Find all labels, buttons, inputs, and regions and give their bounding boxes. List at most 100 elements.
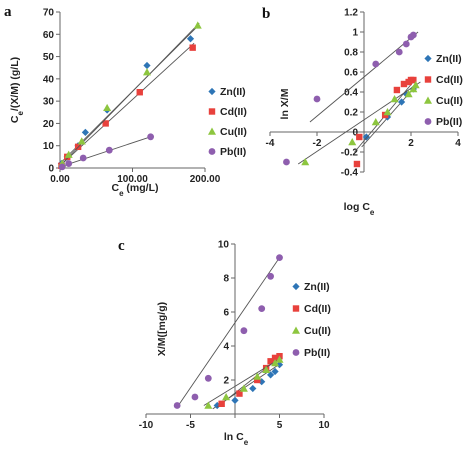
data-point-a-3 — [105, 146, 113, 154]
legend-item-b-0: Zn(II) — [424, 53, 462, 65]
data-point-b-1 — [356, 133, 363, 141]
x-axis-label-a: Ce (mg/L) — [111, 182, 158, 198]
panel-c: -10 -5 5 10 2 4 6 8 10 ln Ce X/M([mg/g) Zn(II) Cd(II… — [139, 240, 331, 447]
data-point-b-3 — [313, 95, 321, 103]
legend-marker-b-0 — [424, 54, 432, 63]
data-point-c-2 — [275, 355, 284, 363]
y-tick-label-b: -0.4 — [341, 168, 359, 179]
data-point-a-3 — [79, 154, 87, 162]
data-point-a-2 — [77, 137, 86, 145]
legend-label-a-1: Cd(II) — [220, 106, 247, 118]
data-point-c-0 — [271, 367, 279, 376]
legend-label-c-3: Pb(II) — [304, 347, 330, 359]
data-point-c-2 — [204, 401, 213, 409]
y-tick-label-c: 4 — [223, 342, 229, 353]
legend-item-c-2: Cu(II) — [292, 325, 331, 337]
data-point-c-0 — [258, 378, 266, 386]
trendline-a-3 — [59, 136, 151, 168]
y-tick-label-b: 0.6 — [344, 68, 358, 79]
y-tick-label-c: 2 — [223, 376, 229, 387]
legend-item-a-1: Cd(II) — [208, 106, 247, 118]
x-tick-label-a: 100.00 — [117, 174, 148, 185]
legend-marker-c-0 — [292, 282, 300, 291]
trendline-a-1 — [59, 42, 195, 167]
legend-marker-a-2 — [208, 127, 216, 135]
data-point-c-0 — [249, 384, 257, 393]
y-tick-label-a: 0 — [48, 164, 54, 175]
data-point-c-1 — [271, 354, 279, 362]
data-point-b-3 — [395, 48, 403, 56]
data-point-b-2 — [390, 95, 399, 103]
data-point-c-0 — [267, 371, 275, 379]
data-point-b-0 — [402, 90, 410, 98]
data-point-c-2 — [253, 372, 262, 380]
data-point-a-1 — [136, 89, 143, 96]
legend-item-c-1: Cd(II) — [292, 303, 331, 315]
data-point-c-3 — [191, 393, 199, 401]
legend-marker-a-1 — [208, 108, 216, 115]
y-tick-label-a: 60 — [43, 30, 55, 41]
data-point-a-3 — [147, 133, 155, 141]
y-axis-label-a: Ce/(X/M) (g/L) — [9, 57, 25, 123]
data-point-b-2 — [404, 90, 413, 98]
data-point-b-2 — [411, 81, 420, 89]
trendline-c-2 — [203, 357, 282, 406]
data-point-b-3 — [283, 158, 290, 166]
legend-label-b-1: Cd(II) — [436, 74, 463, 86]
y-tick-label-a: 40 — [43, 74, 55, 85]
x-tick-label-b: 2 — [408, 138, 414, 149]
series-c-Pb(II) — [173, 254, 283, 409]
data-point-b-0 — [362, 133, 370, 141]
data-point-b-2 — [348, 138, 357, 146]
data-point-b-3 — [402, 40, 410, 48]
data-point-b-0 — [398, 98, 406, 106]
data-point-b-2 — [383, 108, 392, 116]
trendline-b-3 — [309, 31, 419, 123]
y-tick-label-b: 1.2 — [344, 8, 358, 19]
legend-item-b-2: Cu(II) — [424, 95, 463, 107]
legend-label-b-2: Cu(II) — [436, 95, 463, 107]
legend-label-a-0: Zn(II) — [220, 86, 246, 98]
trendline-c-3 — [176, 257, 280, 408]
data-point-a-2 — [143, 68, 151, 76]
legend-item-b-3: Pb(II) — [424, 116, 462, 128]
data-point-c-3 — [173, 402, 181, 409]
panel-letter-c: c — [118, 238, 125, 254]
data-point-c-3 — [258, 305, 266, 312]
data-point-b-2 — [409, 85, 418, 93]
legend-item-c-3: Pb(II) — [292, 347, 330, 359]
y-axis-label-b: ln X/M — [279, 88, 291, 119]
data-point-c-1 — [267, 358, 274, 365]
series-a-Cd(II) — [58, 42, 196, 169]
x-tick-label-b: -4 — [266, 138, 275, 149]
x-axis-label-c: ln Ce — [224, 431, 249, 447]
x-tick-label-b: -2 — [313, 138, 322, 149]
panel-a: 0.00 100.00 200.00 0 10 20 30 40 50 60 70 Ce (mg/L)… — [9, 8, 247, 198]
data-point-c-1 — [236, 390, 243, 397]
data-point-a-2 — [103, 103, 112, 112]
legend-label-b-3: Pb(II) — [436, 116, 462, 128]
data-point-b-1 — [410, 76, 417, 84]
data-point-b-3 — [372, 60, 380, 68]
legend-item-b-1: Cd(II) — [424, 74, 463, 86]
panel-letter-a: a — [4, 4, 12, 20]
trendline-b-2 — [297, 81, 421, 165]
legend-marker-c-2 — [292, 326, 300, 334]
data-point-c-3 — [240, 327, 248, 335]
legend-label-c-0: Zn(II) — [304, 281, 330, 293]
y-tick-label-b: -0.2 — [341, 148, 359, 159]
y-tick-label-c: 8 — [223, 274, 229, 285]
series-c-Cu(II) — [203, 355, 284, 409]
legend-label-b-0: Zn(II) — [436, 53, 462, 65]
series-b-Pb(II) — [283, 31, 419, 166]
y-tick-label-b: 0 — [352, 128, 358, 139]
legend-marker-b-2 — [424, 96, 432, 104]
y-tick-label-b: 0.4 — [344, 88, 358, 99]
legend-marker-c-3 — [292, 349, 300, 356]
legend-marker-a-0 — [208, 87, 216, 96]
data-point-c-0 — [275, 361, 284, 369]
series-b-Cd(II) — [353, 76, 417, 168]
data-point-b-1 — [353, 160, 361, 168]
panel-letter-b: b — [262, 6, 270, 22]
y-axis-label-c: X/M([mg/g) — [156, 302, 168, 356]
